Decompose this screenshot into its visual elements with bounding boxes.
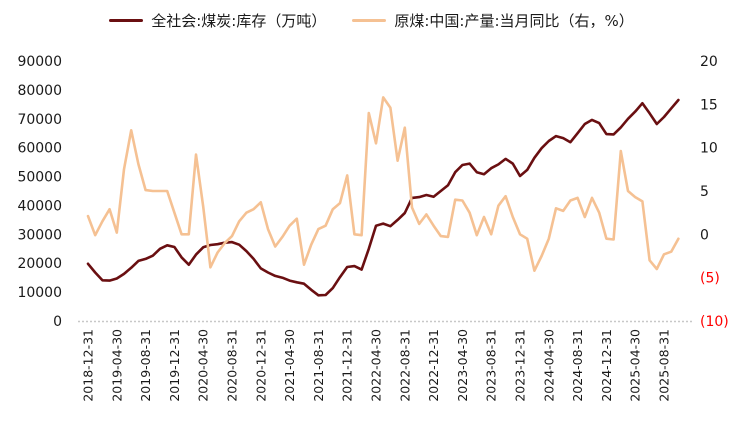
y-axis-right-tick-label: (5) <box>700 271 720 287</box>
legend-item-inventory: 全社会:煤炭:库存（万吨） <box>109 10 326 31</box>
y-axis-left-tick-label: 10000 <box>17 285 62 301</box>
y-axis-right-tick-label: 15 <box>700 97 718 113</box>
y-axis-left-tick-label: 90000 <box>17 54 62 70</box>
y-axis-left-tick-label: 40000 <box>17 198 62 214</box>
y-axis-right-tick-label: 5 <box>700 184 709 200</box>
x-axis-tick-label: 2021-08-31 <box>311 329 326 402</box>
x-axis-tick-label: 2023-04-30 <box>455 329 470 402</box>
x-axis-tick-label: 2019-04-30 <box>109 329 124 402</box>
y-axis-right-tick-label: 0 <box>700 227 709 243</box>
x-axis-tick-label: 2023-08-31 <box>484 329 499 402</box>
x-axis-tick-label: 2021-04-30 <box>282 329 297 402</box>
x-axis-tick-label: 2018-12-31 <box>81 329 96 402</box>
x-axis-tick-label: 2025-04-30 <box>628 329 643 402</box>
inventory-line-swatch <box>109 19 144 22</box>
x-axis-tick-label: 2023-12-31 <box>513 329 528 402</box>
legend-item-output-yoy: 原煤:中国:产量:当月同比（右，%） <box>352 10 634 31</box>
x-axis-tick-label: 2024-12-31 <box>599 329 614 402</box>
y-axis-left-tick-label: 0 <box>53 314 62 330</box>
y-axis-left-tick-label: 80000 <box>17 83 62 99</box>
x-axis-tick-label: 2024-04-30 <box>541 329 556 402</box>
y-axis-left-tick-label: 60000 <box>17 141 62 157</box>
x-axis-tick-label: 2021-12-31 <box>340 329 355 402</box>
x-axis-tick-label: 2019-08-31 <box>138 329 153 402</box>
x-axis-tick-label: 2020-12-31 <box>253 329 268 402</box>
x-axis-tick-label: 2020-08-31 <box>225 329 240 402</box>
y-axis-right-tick-label: 10 <box>700 141 718 157</box>
output-yoy-line-series <box>86 96 680 273</box>
x-axis-tick-label: 2019-12-31 <box>167 329 182 402</box>
x-axis-tick-label: 2022-12-31 <box>426 329 441 402</box>
y-axis-left-tick-label: 30000 <box>17 227 62 243</box>
legend-label-inventory: 全社会:煤炭:库存（万吨） <box>151 12 327 30</box>
x-axis-tick-label: 2022-08-31 <box>397 329 412 402</box>
y-axis-right-tick-label: 20 <box>700 54 718 70</box>
output-yoy-line-swatch <box>352 19 387 22</box>
x-axis-tick-label: 2024-08-31 <box>570 329 585 402</box>
y-axis-left-tick-label: 50000 <box>17 170 62 186</box>
y-axis-left-tick-label: 70000 <box>17 112 62 128</box>
x-axis-tick-label: 2022-04-30 <box>369 329 384 402</box>
y-axis-right-tick-label: (10) <box>700 314 729 330</box>
legend-label-output-yoy: 原煤:中国:产量:当月同比（右，%） <box>394 12 634 30</box>
x-axis-tick-label: 2025-08-31 <box>657 329 672 402</box>
inventory-line-series <box>86 98 680 297</box>
y-axis-left-tick-label: 20000 <box>17 256 62 272</box>
x-axis-tick-label: 2020-04-30 <box>196 329 211 402</box>
chart-legend: 全社会:煤炭:库存（万吨） 原煤:中国:产量:当月同比（右，%） <box>0 10 743 31</box>
